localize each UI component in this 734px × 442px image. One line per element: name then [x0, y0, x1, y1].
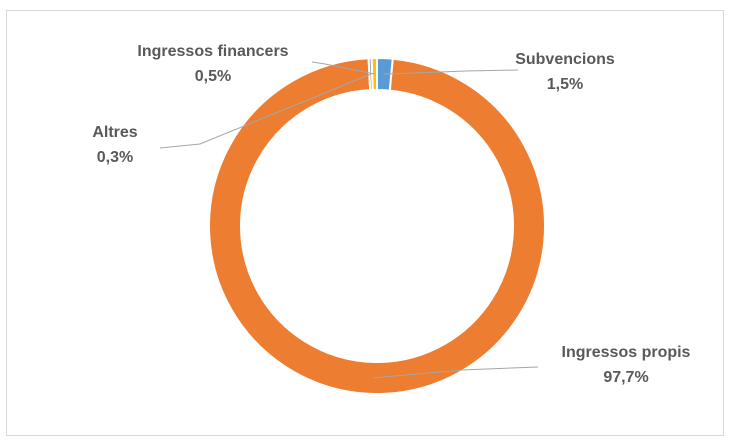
label-ingressos-propis-name: Ingressos propis [562, 344, 691, 361]
leader-line-ingressos-financers [311, 61, 375, 75]
leader-line-ingressos-propis [373, 366, 539, 379]
leader-line-altres [159, 73, 371, 149]
label-ingressos-financers-value: 0,5% [195, 68, 231, 85]
leader-lines [159, 61, 539, 379]
label-altres-name: Altres [92, 124, 137, 141]
label-altres-value: 0,3% [97, 149, 133, 166]
data-labels: Subvencions 1,5% Ingressos propis 97,7% … [92, 43, 690, 386]
slice-ingressos-propis [208, 57, 546, 395]
label-subvencions-value: 1,5% [547, 76, 583, 93]
label-subvencions-name: Subvencions [515, 51, 615, 68]
leader-line-subvencions [384, 69, 519, 75]
label-ingressos-financers-name: Ingressos financers [137, 43, 288, 60]
label-ingressos-propis-value: 97,7% [603, 369, 648, 386]
donut-slices [208, 56, 546, 395]
